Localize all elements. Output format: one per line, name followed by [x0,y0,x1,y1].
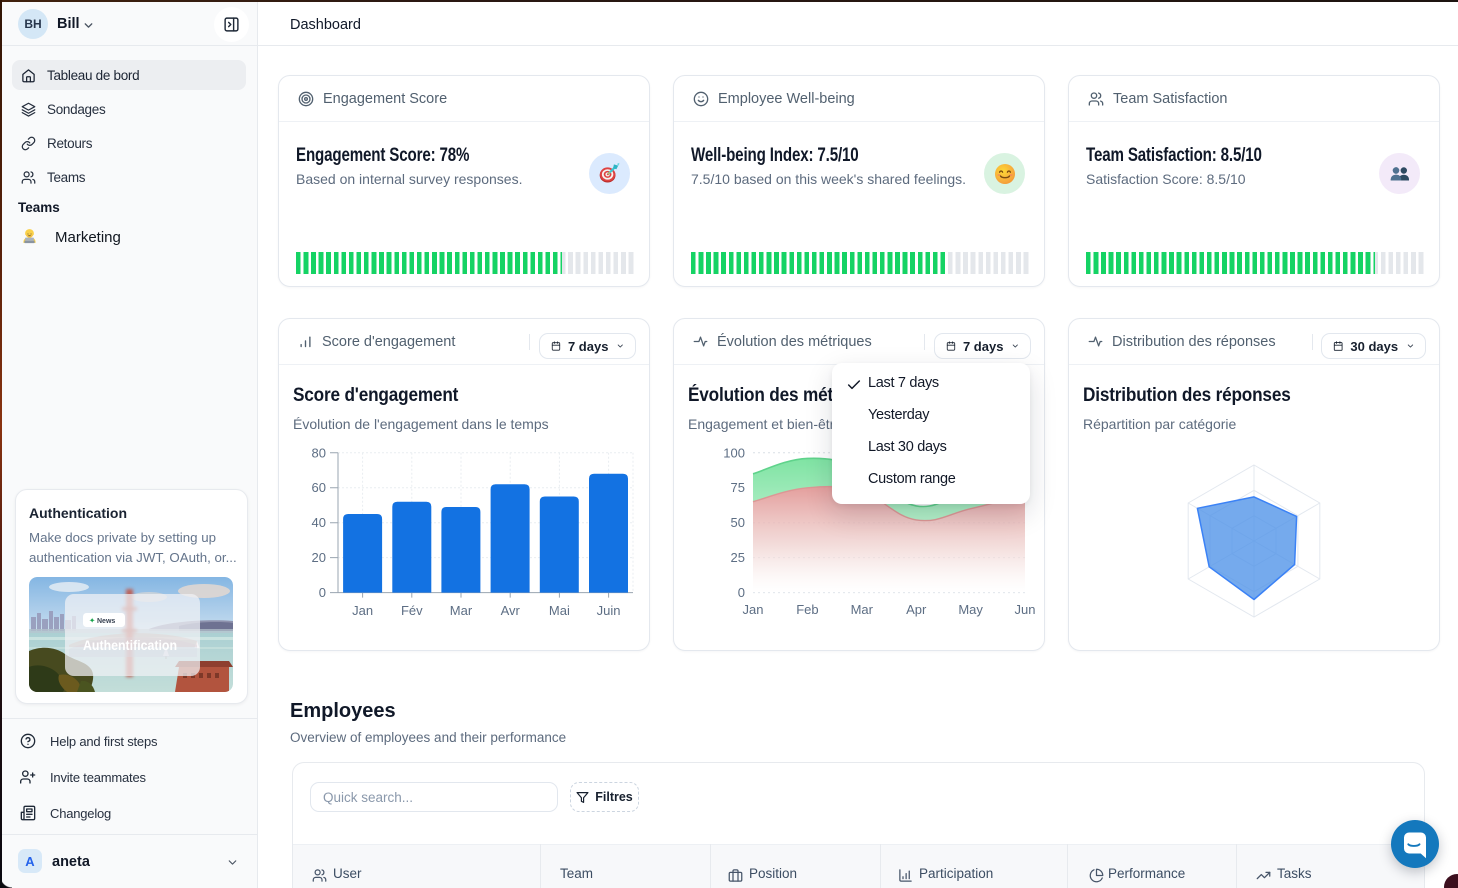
svg-text:Mai: Mai [549,603,570,618]
svg-text:Jun: Jun [1015,602,1036,617]
svg-text:75: 75 [731,480,745,495]
svg-text:50: 50 [731,515,745,530]
svg-text:Avr: Avr [501,603,521,618]
svg-text:20: 20 [312,550,326,565]
svg-text:80: 80 [312,445,326,460]
svg-text:✦: ✦ [89,616,96,625]
svg-text:25: 25 [731,550,745,565]
svg-text:40: 40 [312,515,326,530]
svg-text:Juin: Juin [597,603,621,618]
svg-text:Fév: Fév [401,603,423,618]
svg-text:News: News [97,618,115,625]
svg-text:0: 0 [319,585,326,600]
svg-text:0: 0 [738,585,745,600]
svg-text:Authentification: Authentification [83,637,177,653]
svg-text:60: 60 [312,480,326,495]
svg-text:Mar: Mar [851,602,874,617]
svg-text:100: 100 [723,445,745,460]
svg-text:May: May [958,602,983,617]
svg-text:Apr: Apr [906,602,927,617]
svg-text:Jan: Jan [352,603,373,618]
svg-text:Feb: Feb [796,602,818,617]
svg-text:Jan: Jan [743,602,764,617]
svg-text:Mar: Mar [450,603,473,618]
